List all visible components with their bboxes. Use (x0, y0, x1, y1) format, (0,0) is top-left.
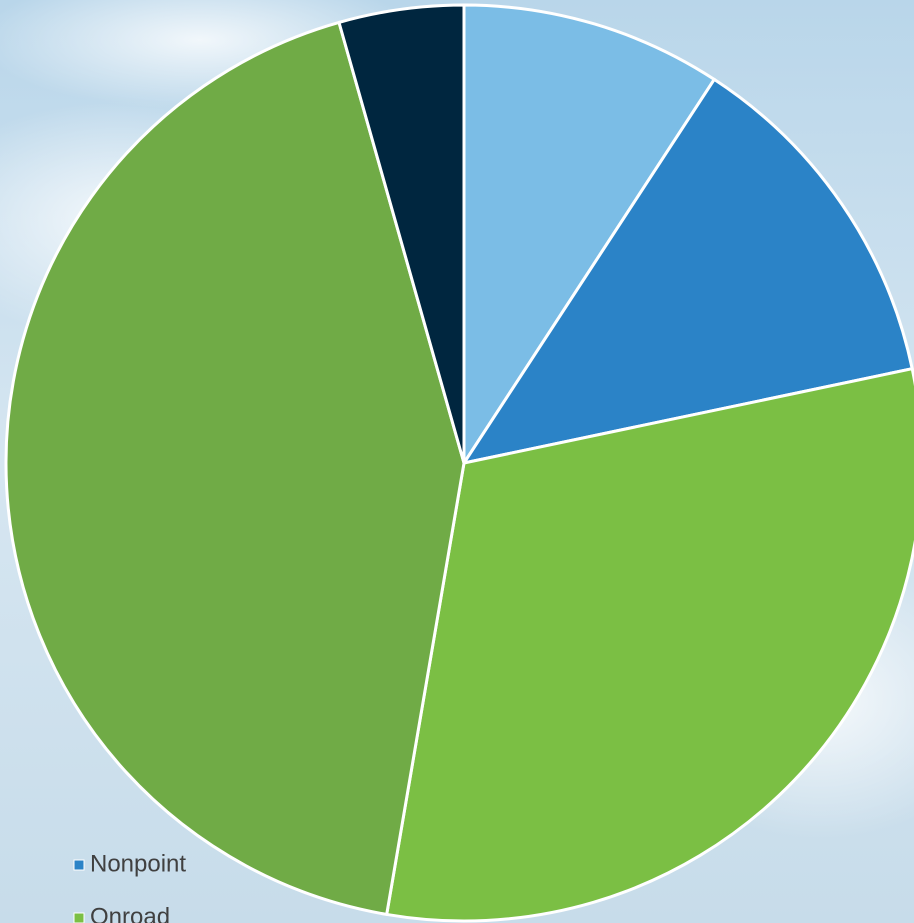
pie-slice (4, 20, 466, 916)
legend: Nonpoint Onroad (73, 850, 186, 923)
legend-marker (73, 859, 85, 871)
pie (4, 3, 914, 923)
pie-slice (462, 3, 716, 465)
legend-label: Onroad (90, 903, 170, 923)
pie-slice (462, 77, 914, 465)
legend-marker (73, 912, 85, 923)
pie-slice (385, 367, 914, 923)
legend-label: Nonpoint (90, 850, 186, 877)
pie-slice (337, 3, 466, 465)
